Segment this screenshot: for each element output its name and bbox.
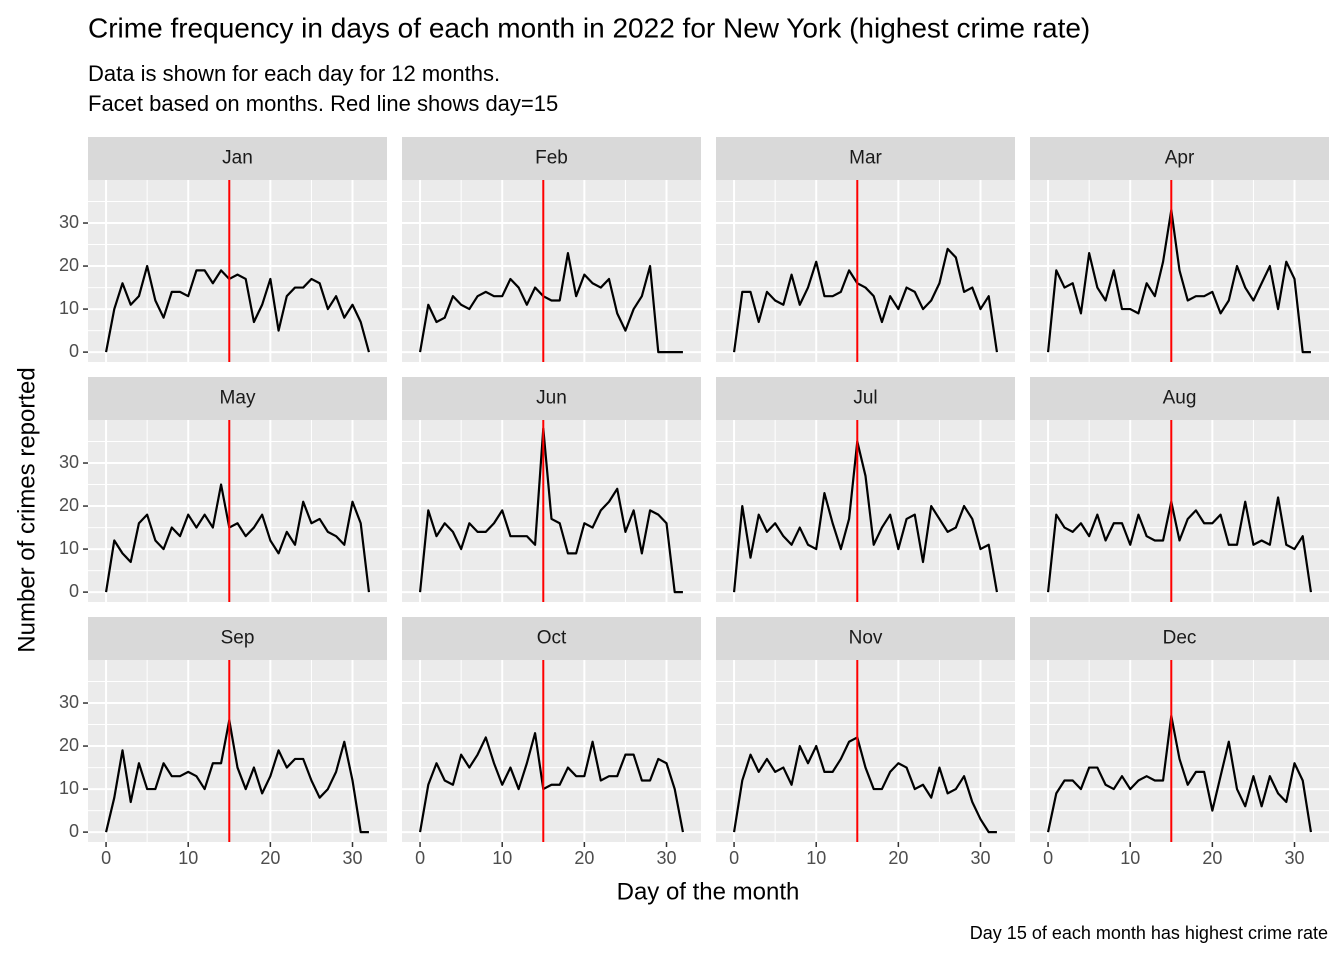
strip-label: May (220, 388, 256, 409)
line (105, 719, 369, 834)
strip-label: Jan (222, 148, 253, 169)
y-tick-label: 0 (69, 341, 79, 361)
strip-label: Jun (536, 388, 567, 409)
line (1046, 496, 1313, 593)
strip-label: Jul (853, 388, 877, 409)
strip-label: Nov (849, 628, 883, 649)
panel (716, 420, 1015, 602)
line (732, 247, 999, 353)
strip (88, 137, 387, 180)
strip-label: Mar (849, 148, 882, 169)
x-tick-label: 0 (415, 848, 425, 868)
x-tick-label: 0 (101, 848, 111, 868)
panel (1030, 420, 1329, 602)
line (418, 252, 683, 354)
panel (88, 180, 387, 362)
chart-title: Crime frequency in days of each month in… (88, 12, 1090, 43)
x-tick-label: 10 (1120, 848, 1140, 868)
panel (1030, 660, 1329, 842)
strip-label: Aug (1163, 388, 1197, 409)
y-tick-label: 0 (69, 821, 79, 841)
line (418, 427, 683, 594)
x-axis-label: Day of the month (617, 878, 800, 905)
x-tick-label: 30 (1284, 848, 1304, 868)
strip-label: Dec (1163, 628, 1197, 649)
panel (716, 180, 1015, 362)
strip (402, 377, 701, 420)
y-tick-label: 10 (59, 538, 79, 558)
x-tick-label: 30 (970, 848, 990, 868)
y-tick-label: 30 (59, 692, 79, 712)
panel (716, 660, 1015, 842)
chart-subtitle: Data is shown for each day for 12 months… (88, 61, 500, 86)
x-tick-label: 0 (729, 848, 739, 868)
y-tick-label: 20 (59, 495, 79, 515)
strip (716, 137, 1015, 180)
line (418, 732, 685, 833)
line (1046, 209, 1311, 354)
panel (88, 660, 387, 842)
y-tick-label: 20 (59, 735, 79, 755)
line (1046, 714, 1313, 833)
strip (1030, 137, 1329, 180)
x-tick-label: 20 (1202, 848, 1222, 868)
x-tick-label: 10 (806, 848, 826, 868)
strip (1030, 377, 1329, 420)
chart-subtitle: Facet based on months. Red line shows da… (88, 91, 558, 116)
x-tick-label: 20 (574, 848, 594, 868)
x-tick-label: 10 (492, 848, 512, 868)
x-tick-label: 20 (260, 848, 280, 868)
panel (402, 660, 701, 842)
line (732, 736, 997, 834)
y-tick-label: 30 (59, 452, 79, 472)
y-tick-label: 10 (59, 778, 79, 798)
x-tick-label: 20 (888, 848, 908, 868)
strip-label: Sep (221, 628, 255, 649)
caption: Day 15 of each month has highest crime r… (970, 923, 1328, 943)
strip (716, 617, 1015, 660)
strip-label: Feb (535, 148, 568, 169)
x-tick-label: 30 (656, 848, 676, 868)
strip (1030, 617, 1329, 660)
x-tick-label: 30 (342, 848, 362, 868)
panel (88, 420, 387, 602)
strip (402, 617, 701, 660)
strip (88, 617, 387, 660)
y-tick-label: 30 (59, 212, 79, 232)
strip (716, 377, 1015, 420)
line (104, 264, 370, 353)
strip-label: Oct (537, 628, 567, 649)
y-tick-label: 10 (59, 298, 79, 318)
y-axis-label: Number of crimes reported (13, 367, 40, 652)
line (732, 440, 999, 593)
strip (402, 137, 701, 180)
y-tick-label: 0 (69, 581, 79, 601)
line (104, 483, 371, 593)
x-tick-label: 10 (178, 848, 198, 868)
strip (88, 377, 387, 420)
x-tick-label: 0 (1043, 848, 1053, 868)
strip-label: Apr (1165, 148, 1195, 169)
y-tick-label: 20 (59, 255, 79, 275)
